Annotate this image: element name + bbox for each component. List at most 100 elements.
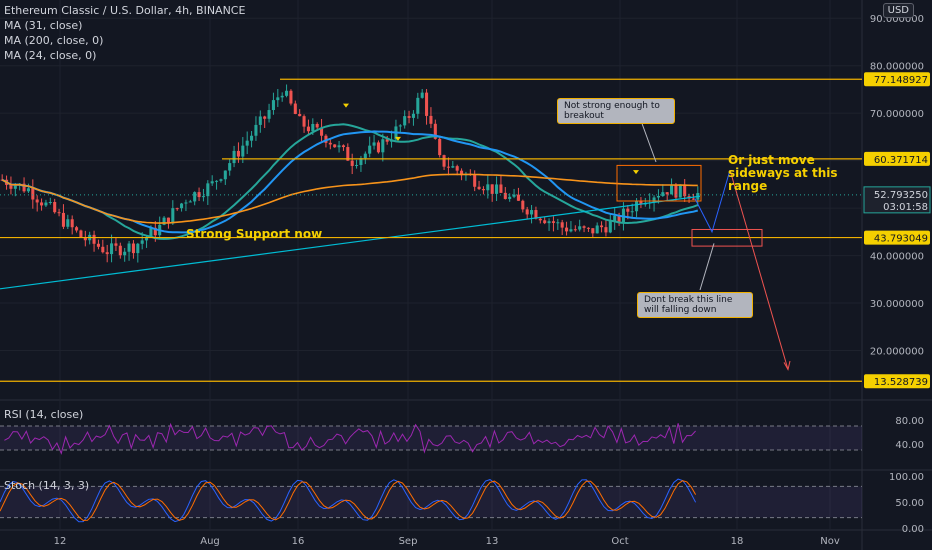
candle-body [473, 174, 477, 187]
candle-body [573, 229, 577, 231]
candle-body [215, 180, 219, 182]
candle-body [508, 196, 512, 199]
callout-pointer [699, 243, 715, 291]
candle-body [683, 184, 687, 197]
candle-body [254, 124, 258, 136]
candle-body [153, 227, 157, 236]
candle-body [66, 219, 70, 227]
candle-body [626, 208, 630, 212]
candle-body [285, 90, 289, 96]
candle-body [691, 198, 695, 200]
candle-body [368, 145, 372, 154]
rsi-label: RSI (14, close) [4, 408, 84, 421]
scenario-drop-arrow [729, 170, 749, 232]
candle-body [451, 166, 455, 168]
candle-body [35, 199, 39, 203]
chart-legend: Ethereum Classic / U.S. Dollar, 4h, BINA… [4, 3, 245, 63]
candle-body [333, 144, 337, 148]
candle-body [131, 243, 135, 254]
candle-body [560, 222, 564, 228]
candle-body [586, 227, 590, 229]
currency-button[interactable]: USD [882, 3, 914, 18]
candle-body [398, 125, 402, 127]
y-tick-label: 90.000000 [870, 14, 924, 25]
last-price-label: 52.793250 [874, 190, 928, 201]
candle-body [293, 103, 297, 114]
candle-body [578, 226, 582, 230]
candle-body [481, 189, 485, 191]
candle-body [411, 113, 415, 118]
candle-body [145, 237, 149, 241]
countdown-label: 03:01:58 [883, 202, 928, 213]
candle-body [70, 219, 74, 228]
candle-body [652, 197, 656, 203]
candle-body [608, 221, 612, 233]
candle-body [420, 92, 424, 98]
rsi-band [0, 426, 862, 450]
candle-body [670, 184, 674, 195]
candle-body [79, 230, 83, 238]
level-price-box [864, 230, 930, 245]
callout-support-line: Dont break this line will falling down [637, 292, 753, 318]
candle-body [359, 158, 363, 165]
candle-body [171, 208, 175, 224]
candle-body [149, 227, 153, 238]
candle-body [495, 184, 499, 194]
candle-body [101, 246, 105, 253]
candle-body [83, 237, 87, 241]
candle-body [263, 116, 267, 119]
candle-body [223, 170, 227, 180]
candle-body [289, 90, 293, 104]
candle-body [534, 210, 538, 219]
candle-body [538, 218, 542, 221]
candle-body [503, 192, 507, 199]
last-price-box [863, 186, 931, 214]
candle-body [250, 135, 254, 141]
candle-body [127, 243, 131, 252]
candle-body [617, 215, 621, 223]
candle-body [425, 92, 429, 116]
symbol-title: Ethereum Classic / U.S. Dollar, 4h, BINA… [4, 4, 246, 17]
arrowhead [783, 360, 791, 371]
x-tick-label: Aug [200, 536, 220, 547]
candle-body [197, 192, 201, 198]
candle-body [61, 212, 65, 227]
candle-body [477, 186, 481, 190]
candle-body [678, 184, 682, 198]
candle-body [75, 227, 79, 231]
candle-body [543, 220, 547, 224]
level-price-label: 77.148927 [874, 75, 928, 86]
y-tick-label: 30.000000 [870, 299, 924, 310]
candle-body [363, 153, 367, 159]
candle-body [433, 123, 437, 139]
candle-body [490, 184, 494, 194]
candle-body [206, 183, 210, 197]
scenario-sideways-arrow [694, 170, 731, 234]
candle-body [271, 100, 275, 111]
candle-body [9, 184, 13, 189]
candle-body [407, 116, 411, 118]
stoch-label: Stoch (14, 3, 3) [4, 479, 90, 492]
candle-body [105, 252, 109, 255]
candle-body [188, 201, 192, 203]
candle-body [22, 183, 26, 192]
candle-body [26, 188, 30, 192]
y-tick-label: 70.000000 [870, 109, 924, 120]
candle-body [193, 192, 197, 202]
candle-body [228, 163, 232, 171]
candle-body [565, 227, 569, 232]
candle-body [311, 123, 315, 132]
candle-body [661, 192, 665, 196]
candle-body [438, 138, 442, 156]
candle-body [219, 179, 223, 181]
candle-body [328, 142, 332, 145]
candle-body [665, 192, 669, 195]
candle-body [276, 97, 280, 101]
candle-body [140, 240, 144, 244]
candle-body [48, 201, 52, 203]
x-tick-label: 18 [731, 536, 744, 547]
signal-marker [395, 136, 401, 141]
rsi-tick-label: 40.00 [895, 440, 924, 451]
candle-body [376, 142, 380, 153]
